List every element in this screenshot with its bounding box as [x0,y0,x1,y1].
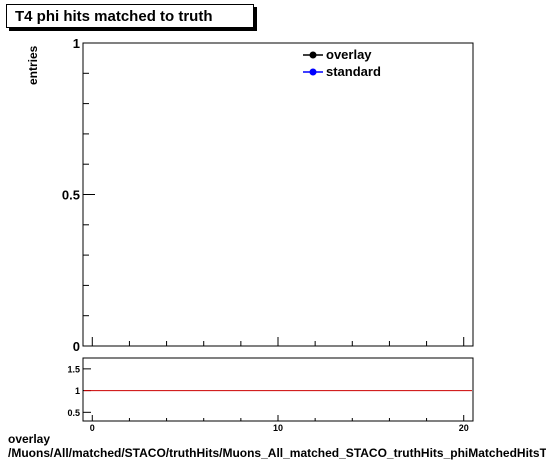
chart-title-box: T4 phi hits matched to truth [6,4,254,28]
footer-caption: overlay /Muons/All/matched/STACO/truthHi… [8,432,546,460]
chart-title: T4 phi hits matched to truth [15,8,213,25]
ratio-y-tick-label: 1 [75,386,80,396]
legend-entry-overlay: overlay [303,47,372,62]
main-y-tick-label: 1 [73,36,80,51]
footer-line-1: overlay [8,432,51,446]
legend: overlay standard [303,47,381,79]
ratio-x-tick-label: 0 [90,423,95,433]
ratio-y-tick-label: 1.5 [67,364,80,374]
main-x-ticks [91,337,465,346]
ratio-x-axis: 0 10 20 [90,415,469,433]
legend-standard-marker [309,68,317,76]
legend-overlay-label: overlay [326,47,372,62]
ratio-x-tick-label: 20 [459,423,469,433]
main-y-tick-label: 0 [73,339,80,354]
ratio-plot-frame [82,357,474,422]
main-y-axis: 00.51 [62,36,95,354]
main-y-tick-label: 0.5 [62,188,80,203]
legend-entry-standard: standard [303,64,381,79]
ratio-x-tick-label: 10 [273,423,283,433]
ratio-y-tick-label: 0.5 [67,408,80,418]
legend-overlay-marker [309,51,317,59]
legend-standard-label: standard [326,64,381,79]
y-axis-label: entries [26,45,40,85]
footer-line-2: /Muons/All/matched/STACO/truthHits/Muons… [8,446,546,460]
main-plot-frame [82,42,474,347]
